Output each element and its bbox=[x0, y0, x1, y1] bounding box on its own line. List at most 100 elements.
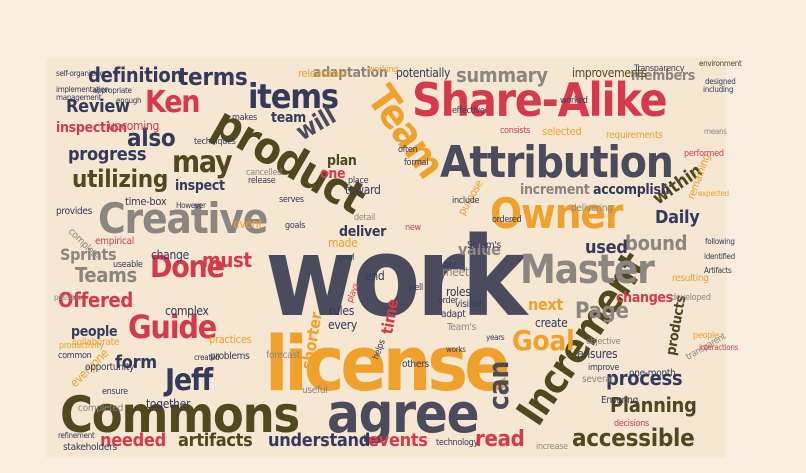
word-goals: goals bbox=[285, 221, 305, 231]
word-terms: terms bbox=[178, 63, 247, 91]
word-practices: practices bbox=[209, 333, 252, 346]
word-value: value bbox=[458, 240, 501, 259]
word-process: process bbox=[606, 366, 682, 390]
word-artifacts: Artifacts bbox=[704, 266, 732, 275]
word-makes: makes bbox=[232, 113, 257, 123]
word-planning: Planning bbox=[610, 393, 697, 417]
word-objective: objective bbox=[586, 337, 621, 347]
word-adapt: adapt bbox=[441, 309, 466, 320]
word-order: order bbox=[438, 296, 459, 306]
word-often: often bbox=[398, 145, 418, 155]
word-identified: identified bbox=[704, 252, 735, 261]
word-bound: bound bbox=[625, 231, 687, 255]
word-roles: roles bbox=[446, 285, 471, 299]
word-rules: rules bbox=[329, 304, 355, 318]
word-expected: expected bbox=[698, 189, 729, 198]
word-commons: Commons bbox=[60, 386, 299, 444]
word-implementation: implementation bbox=[56, 85, 109, 94]
word-attribution: Attribution bbox=[440, 137, 673, 188]
word-people: people bbox=[71, 324, 117, 340]
word-created: created bbox=[194, 353, 219, 362]
word-toward: toward bbox=[345, 183, 381, 197]
word-inspect: inspect bbox=[175, 178, 225, 194]
word-selected: selected bbox=[542, 125, 581, 138]
word-years: years bbox=[486, 333, 505, 342]
word-new: new bbox=[405, 223, 422, 233]
word-people: people bbox=[693, 331, 719, 341]
word-ensure: ensure bbox=[102, 387, 128, 397]
word-create: create bbox=[535, 316, 568, 330]
word-adaptation: adaptation bbox=[313, 65, 388, 81]
word-one-month: one-month bbox=[629, 368, 676, 379]
word-forecast: forecast bbox=[266, 350, 301, 361]
word-management: management bbox=[56, 93, 102, 102]
word-daily: Daily bbox=[655, 207, 700, 228]
word-items: items bbox=[248, 77, 338, 117]
word-useable: useable bbox=[113, 260, 143, 270]
word-next: next bbox=[528, 295, 563, 314]
word-interactions: interactions bbox=[699, 343, 739, 352]
word-however: However bbox=[176, 201, 206, 210]
word-made: made bbox=[328, 236, 358, 250]
word-offered: Offered bbox=[58, 288, 133, 312]
word-opportunity: opportunity bbox=[85, 362, 135, 373]
word-works: works bbox=[446, 345, 466, 354]
word-environment: environment bbox=[699, 59, 742, 68]
word-potentially: potentially bbox=[396, 66, 451, 80]
word-worked: worked bbox=[560, 96, 588, 106]
word-may: may bbox=[172, 145, 233, 180]
word-collaborate: collaborate bbox=[72, 337, 120, 348]
word-techniques: techniques bbox=[194, 137, 236, 147]
word-used: used bbox=[585, 237, 628, 258]
word-master: Master bbox=[520, 247, 655, 293]
word-completed: completed bbox=[78, 403, 123, 414]
word-cloud-panel bbox=[46, 58, 726, 458]
word-guide: Guide bbox=[128, 308, 217, 346]
word-complex: complex bbox=[165, 304, 210, 318]
word-day: day bbox=[442, 260, 457, 270]
word-understand: understand bbox=[268, 430, 370, 451]
word-provides: provides bbox=[56, 206, 93, 217]
word-also: also bbox=[127, 124, 175, 152]
word-can: can bbox=[482, 361, 515, 410]
word-technology: technology bbox=[436, 438, 478, 448]
word-progress: progress bbox=[68, 144, 146, 165]
word-following: following bbox=[705, 237, 735, 246]
word-read: read bbox=[475, 427, 525, 452]
word-improvements: improvements bbox=[572, 66, 647, 80]
word-change: change bbox=[151, 248, 190, 262]
word-effective: effective bbox=[452, 106, 485, 116]
word-including: including bbox=[703, 85, 733, 94]
word-developed: developed bbox=[671, 293, 711, 303]
word-means: means bbox=[704, 127, 727, 136]
word-detail: detail bbox=[354, 213, 375, 223]
word-problems: problems bbox=[210, 351, 250, 362]
word-visible: visible bbox=[455, 299, 482, 310]
word-delivering: delivering bbox=[571, 203, 613, 214]
word-scrum-s: Scrum's bbox=[467, 240, 501, 251]
word-jeff: Jeff bbox=[163, 363, 213, 398]
word-every: every bbox=[328, 318, 358, 332]
word-common: common bbox=[58, 351, 92, 361]
word-designed: designed bbox=[705, 77, 735, 86]
word-page: Page bbox=[575, 299, 629, 324]
word-refinement: refinement bbox=[58, 431, 95, 440]
word-accessible: accessible bbox=[572, 424, 694, 452]
word-empirical: empirical bbox=[95, 236, 134, 247]
word-utilizing: utilizing bbox=[72, 165, 168, 193]
word-sprints: Sprints bbox=[60, 245, 116, 264]
word-owner: Owner bbox=[490, 189, 624, 238]
word-definition: definition bbox=[88, 63, 183, 87]
word-formal: formal bbox=[404, 158, 428, 168]
word-several: several bbox=[582, 374, 613, 385]
word-resulting: resulting bbox=[672, 273, 709, 284]
word-working: working bbox=[368, 65, 398, 75]
word-decisions: decisions bbox=[614, 419, 649, 429]
word-summary: summary bbox=[456, 63, 548, 87]
word-place: place bbox=[348, 176, 369, 186]
word-appropriate: appropriate bbox=[93, 86, 132, 95]
word-artifacts: artifacts bbox=[178, 430, 252, 451]
word-accomplish: accomplish bbox=[593, 182, 669, 198]
word-release: release bbox=[248, 176, 276, 186]
